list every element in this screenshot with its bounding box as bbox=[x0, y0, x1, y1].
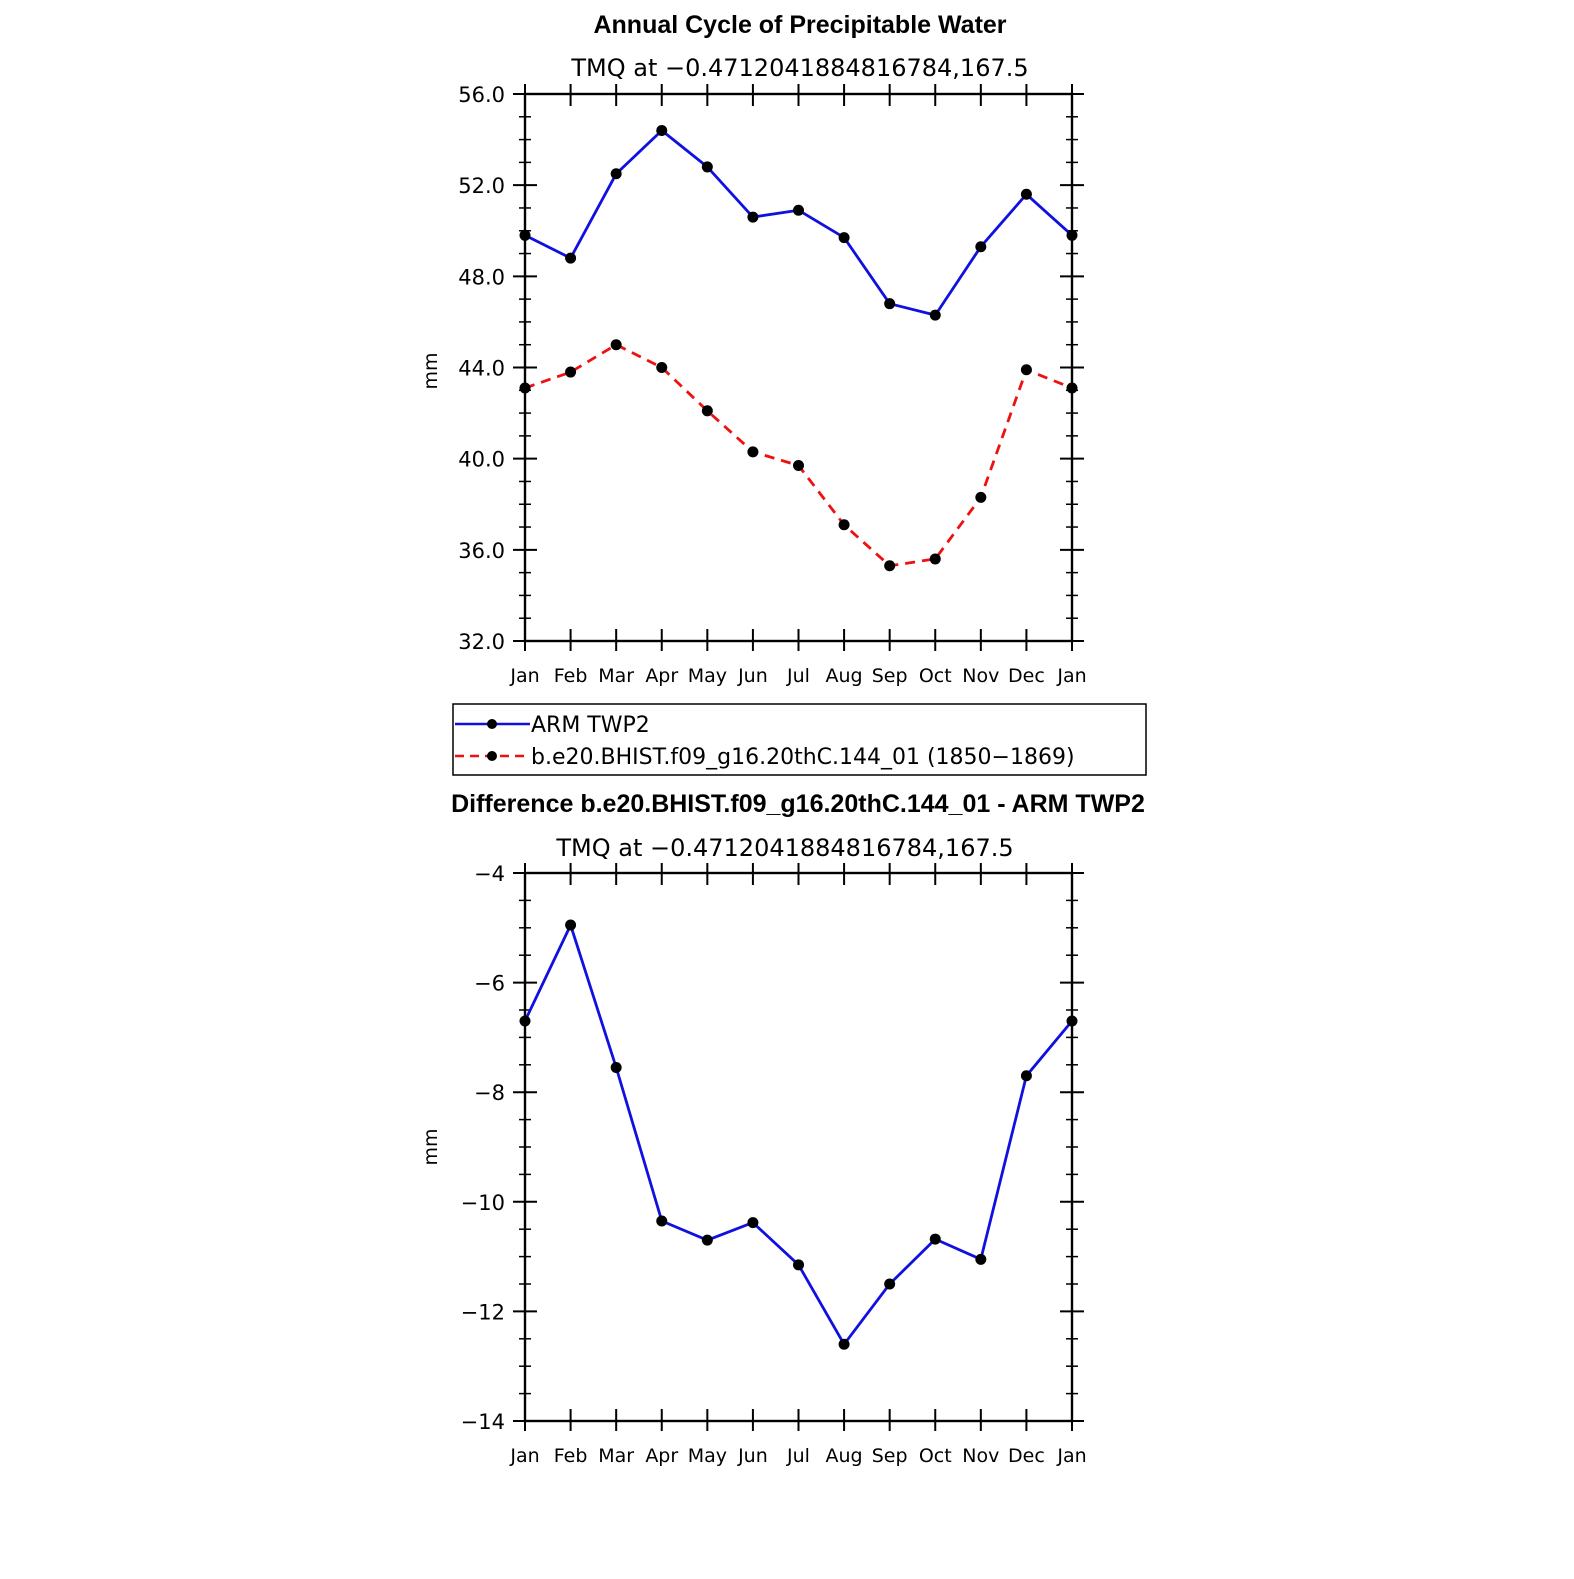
annual-series-0-point-6 bbox=[793, 204, 804, 216]
annual-xtick-label-aug: Aug bbox=[826, 665, 863, 687]
diff-series-0-point-2 bbox=[610, 1062, 622, 1074]
annual-series-1-point-3 bbox=[656, 362, 668, 373]
annual-cycle-marks: 32.0 36.0 40.0 44.0 48.0 52.0 56.0 Jan Feb Mar Apr… bbox=[458, 83, 1086, 687]
annual-ytick-label: 40.0 bbox=[458, 448, 505, 472]
chart-subtitle-difference: TMQ at −0.4712041884816784,167.5 bbox=[555, 834, 1013, 862]
annual-series-1-point-5 bbox=[747, 446, 759, 458]
annual-series-0-point-4 bbox=[701, 161, 713, 173]
diff-xtick-label-aug: Aug bbox=[826, 1445, 863, 1467]
legend: ARM TWP2 b.e20.BHIST.f09_g16.20thC.144_0… bbox=[452, 703, 1147, 776]
diff-series-0-point-7 bbox=[838, 1338, 850, 1350]
annual-series-0-point-8 bbox=[884, 298, 896, 310]
annual-xtick-label-feb: Feb bbox=[554, 665, 588, 687]
annual-xtick-label-sep: Sep bbox=[872, 665, 908, 687]
annual-series-1-point-10 bbox=[975, 491, 987, 503]
diff-ytick-label: −6 bbox=[474, 972, 505, 996]
annual-series-1-point-2 bbox=[610, 339, 622, 351]
diff-series-0-point-8 bbox=[884, 1278, 896, 1290]
diff-xtick-label-jan: Jan bbox=[1056, 1445, 1086, 1467]
legend-box bbox=[452, 703, 1147, 776]
diff-xtick-label-dec: Dec bbox=[1008, 1445, 1045, 1467]
annual-ytick-label: 32.0 bbox=[458, 630, 505, 654]
annual-series-1-point-8 bbox=[884, 560, 896, 572]
diff-ytick-label: −8 bbox=[474, 1081, 505, 1105]
diff-series-0-point-12 bbox=[1066, 1015, 1078, 1027]
diff-xtick-label-jun: Jun bbox=[737, 1445, 768, 1467]
annual-xtick-label-nov: Nov bbox=[962, 665, 999, 687]
legend-marker-arm-twp2 bbox=[487, 719, 497, 729]
annual-series-0-point-7 bbox=[838, 232, 850, 244]
diff-series-0-point-3 bbox=[656, 1215, 668, 1227]
diff-series-0-point-6 bbox=[793, 1259, 804, 1271]
diff-series-0-point-11 bbox=[1020, 1070, 1032, 1082]
legend-entry-model: b.e20.BHIST.f09_g16.20thC.144_01 (1850−1… bbox=[531, 745, 1075, 770]
annual-series-1-point-9 bbox=[929, 553, 941, 565]
chart-title-difference: Difference b.e20.BHIST.f09_g16.20thC.144… bbox=[451, 790, 1145, 818]
annual-xtick-label-mar: Mar bbox=[598, 665, 634, 687]
diff-xtick-label-apr: Apr bbox=[645, 1445, 678, 1467]
diff-series-0-point-5 bbox=[747, 1217, 759, 1229]
annual-cycle-chart: Annual Cycle of Precipitable Water TMQ a… bbox=[420, 11, 1087, 687]
diff-ytick-label: −4 bbox=[474, 862, 505, 886]
diff-xtick-label-mar: Mar bbox=[598, 1445, 634, 1467]
annual-ytick-label: 44.0 bbox=[458, 357, 505, 381]
diff-series-0-point-9 bbox=[929, 1233, 941, 1245]
annual-xtick-label-jul: Jul bbox=[786, 665, 810, 687]
annual-series-0-point-11 bbox=[1020, 188, 1032, 200]
annual-series-1-point-7 bbox=[838, 519, 850, 531]
annual-ytick-label: 36.0 bbox=[458, 539, 505, 563]
annual-series-1-point-12 bbox=[1066, 382, 1078, 394]
annual-xtick-label-jun: Jun bbox=[737, 665, 768, 687]
annual-series-0-point-3 bbox=[656, 124, 668, 136]
annual-xtick-label-oct: Oct bbox=[919, 665, 952, 687]
annual-series-0-point-2 bbox=[610, 168, 622, 180]
diff-xtick-label-feb: Feb bbox=[554, 1445, 588, 1467]
annual-ytick-label: 48.0 bbox=[458, 265, 505, 289]
annual-series-0-point-0 bbox=[519, 229, 531, 241]
y-axis-label-annual-cycle: mm bbox=[420, 352, 442, 389]
annual-xtick-label-dec: Dec bbox=[1008, 665, 1045, 687]
diff-xtick-label-oct: Oct bbox=[919, 1445, 952, 1467]
diff-ytick-label: −10 bbox=[461, 1191, 505, 1215]
diff-xtick-label-may: May bbox=[688, 1445, 727, 1467]
annual-ytick-label: 56.0 bbox=[458, 83, 505, 107]
annual-series-1-point-1 bbox=[565, 366, 577, 378]
annual-xtick-label-apr: Apr bbox=[645, 665, 678, 687]
annual-series-0-point-9 bbox=[929, 309, 941, 321]
annual-series-1-point-4 bbox=[701, 405, 713, 417]
diff-series-0-point-0 bbox=[519, 1015, 531, 1027]
annual-series-0-point-1 bbox=[565, 252, 577, 264]
diff-series-0-point-4 bbox=[701, 1234, 713, 1246]
diff-xtick-label-nov: Nov bbox=[962, 1445, 999, 1467]
diff-series-0-point-10 bbox=[975, 1253, 987, 1265]
annual-series-1-point-6 bbox=[793, 460, 804, 472]
chart-title-annual-cycle: Annual Cycle of Precipitable Water bbox=[593, 11, 1006, 39]
annual-xtick-label-may: May bbox=[688, 665, 727, 687]
diff-xtick-label-jul: Jul bbox=[786, 1445, 810, 1467]
y-axis-label-difference: mm bbox=[420, 1128, 442, 1165]
annual-series-0-point-5 bbox=[747, 211, 759, 223]
diff-series-0-point-1 bbox=[565, 919, 577, 931]
annual-xtick-label-jan: Jan bbox=[509, 665, 539, 687]
annual-series-0-point-10 bbox=[975, 241, 987, 253]
legend-marker-model bbox=[487, 751, 497, 761]
annual-series-1-point-0 bbox=[519, 382, 531, 394]
chart-subtitle-annual-cycle: TMQ at −0.4712041884816784,167.5 bbox=[570, 54, 1028, 82]
annual-series-0-point-12 bbox=[1066, 229, 1078, 241]
diff-ytick-label: −12 bbox=[461, 1300, 505, 1324]
diff-ytick-label: −14 bbox=[461, 1410, 505, 1434]
annual-ytick-label: 52.0 bbox=[458, 174, 505, 198]
diff-xtick-label-jan: Jan bbox=[509, 1445, 539, 1467]
annual-xtick-label-jan: Jan bbox=[1056, 665, 1086, 687]
difference-chart: Difference b.e20.BHIST.f09_g16.20thC.144… bbox=[420, 790, 1145, 1467]
annual-series-1-point-11 bbox=[1020, 364, 1032, 376]
difference-marks: −14 −12 −10 −8 −6 −4 Jan Feb Mar Apr May Jun Jul Aug S… bbox=[461, 862, 1087, 1467]
legend-entry-arm-twp2: ARM TWP2 bbox=[531, 713, 650, 738]
diff-xtick-label-sep: Sep bbox=[872, 1445, 908, 1467]
